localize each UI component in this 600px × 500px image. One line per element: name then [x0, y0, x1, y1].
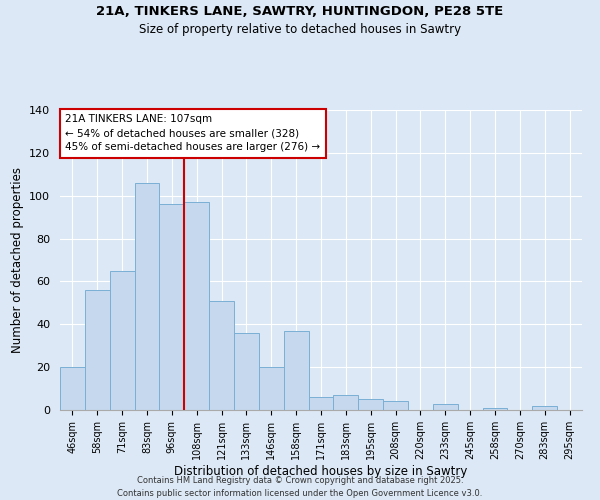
- Bar: [383, 402, 408, 410]
- Bar: [110, 270, 134, 410]
- Bar: [482, 408, 508, 410]
- Bar: [259, 367, 284, 410]
- X-axis label: Distribution of detached houses by size in Sawtry: Distribution of detached houses by size …: [175, 464, 467, 477]
- Bar: [234, 333, 259, 410]
- Text: 21A TINKERS LANE: 107sqm
← 54% of detached houses are smaller (328)
45% of semi-: 21A TINKERS LANE: 107sqm ← 54% of detach…: [65, 114, 320, 152]
- Bar: [358, 400, 383, 410]
- Text: Size of property relative to detached houses in Sawtry: Size of property relative to detached ho…: [139, 22, 461, 36]
- Text: Contains HM Land Registry data © Crown copyright and database right 2025.: Contains HM Land Registry data © Crown c…: [137, 476, 463, 485]
- Bar: [308, 397, 334, 410]
- Bar: [134, 183, 160, 410]
- Bar: [160, 204, 184, 410]
- Bar: [334, 395, 358, 410]
- Text: Contains public sector information licensed under the Open Government Licence v3: Contains public sector information licen…: [118, 489, 482, 498]
- Bar: [209, 300, 234, 410]
- Y-axis label: Number of detached properties: Number of detached properties: [11, 167, 23, 353]
- Bar: [284, 330, 308, 410]
- Bar: [532, 406, 557, 410]
- Text: 21A, TINKERS LANE, SAWTRY, HUNTINGDON, PE28 5TE: 21A, TINKERS LANE, SAWTRY, HUNTINGDON, P…: [97, 5, 503, 18]
- Bar: [85, 290, 110, 410]
- Bar: [433, 404, 458, 410]
- Bar: [60, 367, 85, 410]
- Bar: [184, 202, 209, 410]
